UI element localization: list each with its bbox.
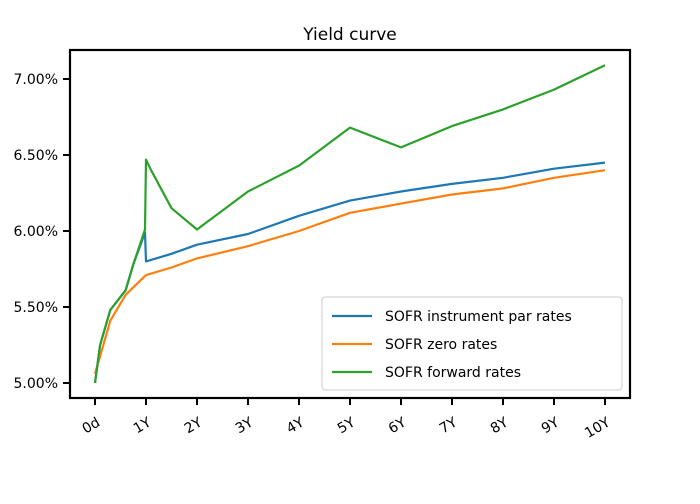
x-tick-label: 2Y	[182, 414, 206, 437]
x-tick-label: 8Y	[488, 414, 512, 437]
x-tick-label: 1Y	[131, 414, 155, 437]
x-tick-label: 0d	[80, 415, 103, 438]
x-tick-label: 3Y	[233, 414, 257, 437]
legend-label: SOFR zero rates	[385, 337, 497, 353]
y-tick-label: 6.00%	[14, 224, 58, 240]
y-tick-label: 6.50%	[14, 148, 58, 164]
y-tick-label: 5.50%	[14, 300, 58, 316]
x-tick-label: 10Y	[582, 414, 613, 441]
x-tick-label: 7Y	[437, 414, 461, 437]
x-tick-label: 4Y	[284, 414, 308, 437]
chart-title: Yield curve	[302, 25, 397, 45]
y-tick-label: 7.00%	[14, 72, 58, 88]
series-line-1	[93, 169, 606, 375]
x-tick-label: 5Y	[335, 414, 359, 437]
legend: SOFR instrument par rates SOFR zero rates…	[321, 296, 623, 391]
legend-label: SOFR instrument par rates	[385, 309, 572, 325]
x-tick-label: 9Y	[539, 414, 563, 437]
legend-box	[321, 296, 623, 391]
series-line-2	[93, 64, 606, 384]
x-tick-label: 6Y	[386, 414, 410, 437]
y-tick-label: 5.00%	[14, 376, 58, 392]
legend-label: SOFR forward rates	[385, 365, 521, 381]
